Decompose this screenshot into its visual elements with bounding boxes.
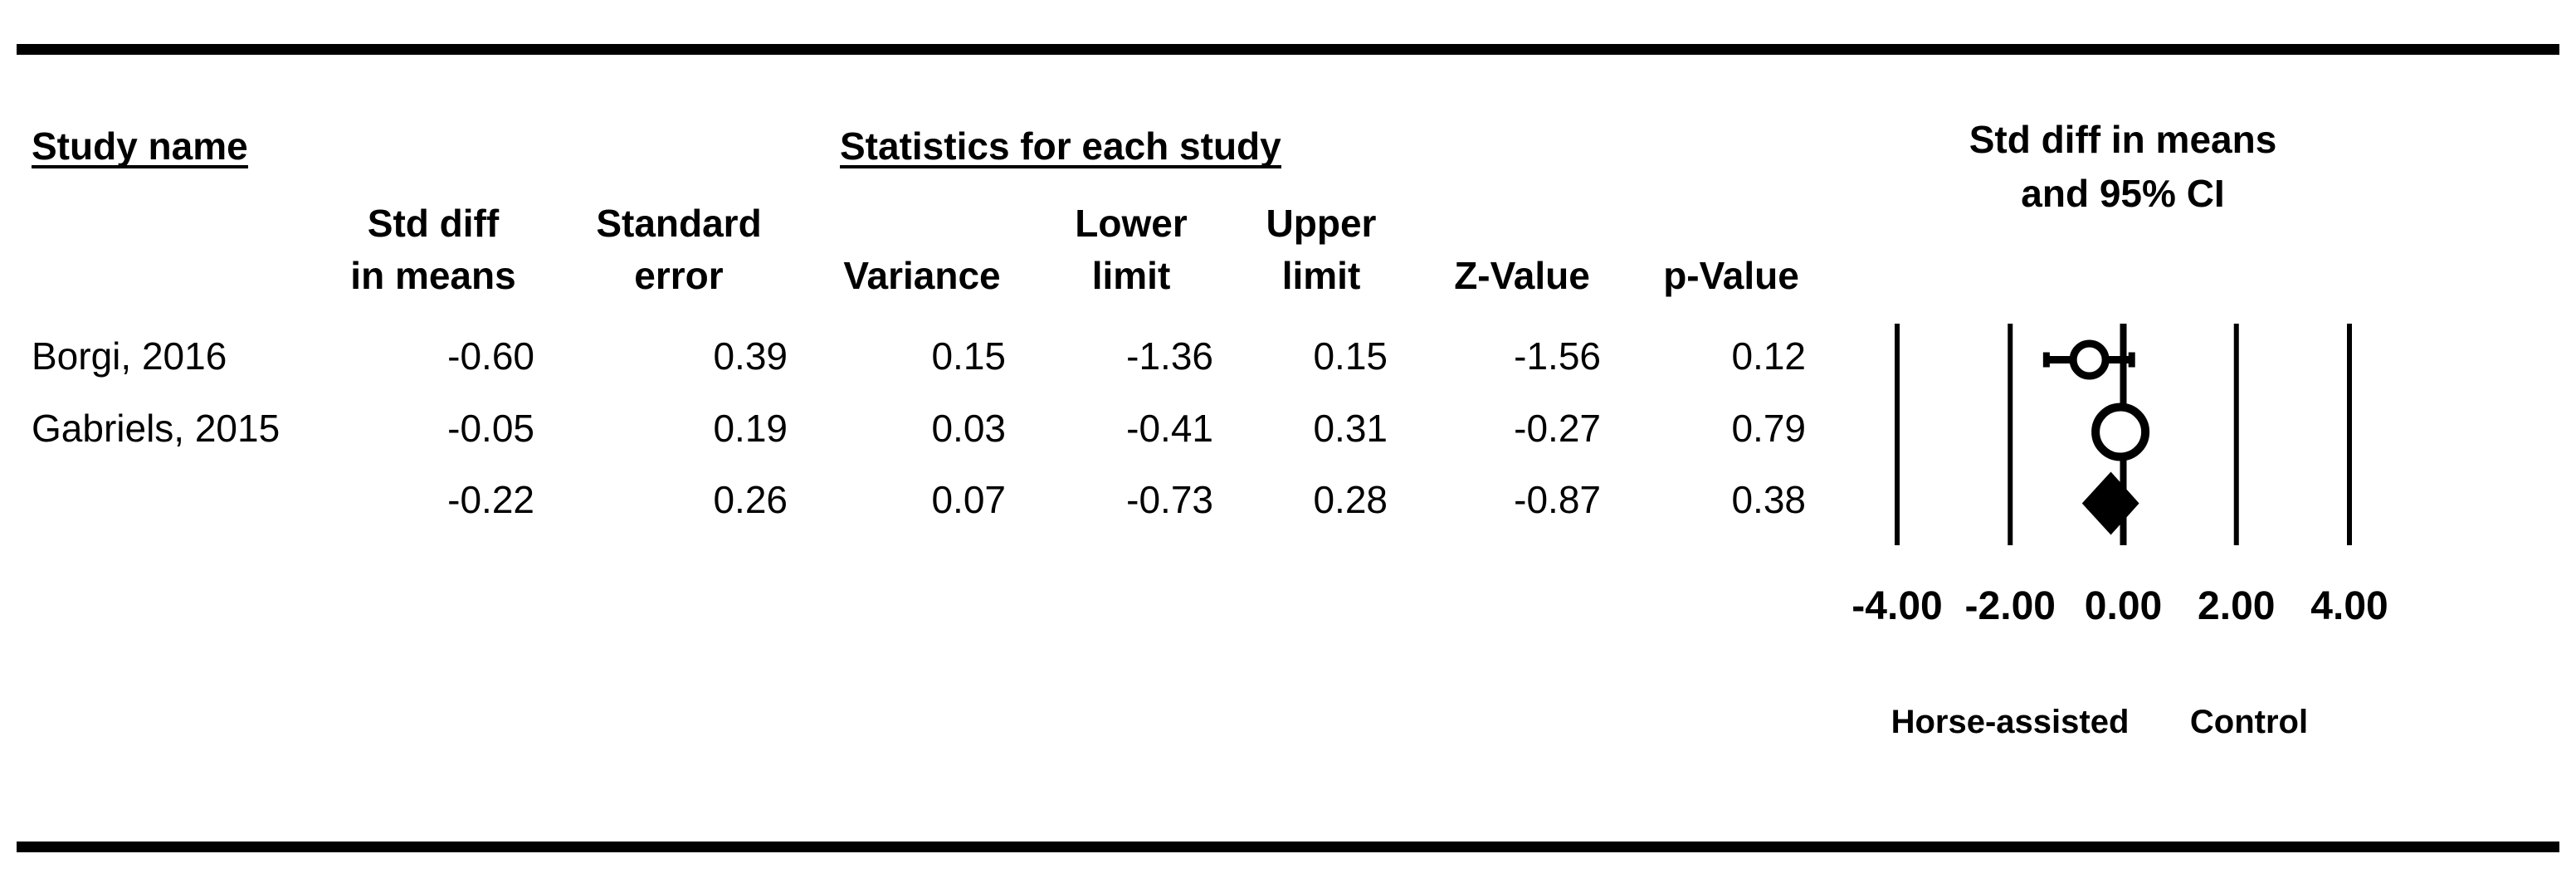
std-diff-cell: -0.60 xyxy=(447,334,534,378)
column-header-standard-error: Standard error xyxy=(596,198,761,302)
column-header-line2: p-Value xyxy=(1663,254,1799,297)
z-value-cell: -0.87 xyxy=(1514,478,1601,521)
std-diff-cell: -0.05 xyxy=(447,407,534,450)
top-rule xyxy=(17,44,2559,55)
column-header-line2: Variance xyxy=(843,254,1001,297)
axis-tick-label: 0.00 xyxy=(2084,584,2163,628)
ci-cap-upper xyxy=(2128,352,2135,368)
z-value-cell: -0.27 xyxy=(1514,407,1601,450)
variance-cell: 0.07 xyxy=(931,478,1006,521)
column-header-lower-limit: Lower limit xyxy=(1075,198,1187,302)
ci-cap-lower xyxy=(2042,352,2050,368)
column-header-line1: Std diff xyxy=(367,202,500,245)
column-header-line2: Z-Value xyxy=(1454,254,1590,297)
std-diff-cell: -0.22 xyxy=(447,478,534,521)
axis-tick-label: 4.00 xyxy=(2310,584,2388,628)
column-header-line2: limit xyxy=(1091,254,1171,297)
upper-limit-cell: 0.15 xyxy=(1313,334,1388,378)
study-name-header: Study name xyxy=(32,124,248,168)
statistics-header: Statistics for each study xyxy=(840,124,1281,168)
table-row-summary: -0.22 0.26 0.07 -0.73 0.28 -0.87 0.38 xyxy=(0,481,2576,519)
axis-tick-label: -2.00 xyxy=(1964,584,2056,628)
p-value-cell: 0.38 xyxy=(1731,478,1806,521)
p-value-cell: 0.12 xyxy=(1731,334,1806,378)
variance-cell: 0.15 xyxy=(931,334,1006,378)
column-header-line1: Standard xyxy=(596,202,762,245)
column-header-line2: in means xyxy=(350,254,516,297)
study-point-circle xyxy=(2091,402,2150,461)
bottom-rule xyxy=(17,842,2559,852)
lower-limit-cell: -0.41 xyxy=(1126,407,1213,450)
column-header-line1: Upper xyxy=(1266,202,1377,245)
favours-right-label: Control xyxy=(2189,704,2309,740)
axis-tick-label: 2.00 xyxy=(2198,584,2276,628)
upper-limit-cell: 0.31 xyxy=(1313,407,1388,450)
table-row: Gabriels, 2015 -0.05 0.19 0.03 -0.41 0.3… xyxy=(0,409,2576,447)
column-header-std-diff-in-means: Std diff in means xyxy=(350,198,515,302)
standard-error-cell: 0.39 xyxy=(713,334,788,378)
study-name-cell: Borgi, 2016 xyxy=(32,334,227,378)
standard-error-cell: 0.26 xyxy=(713,478,788,521)
plot-title: Std diff in means and 95% CI xyxy=(1969,113,2277,221)
column-header-line2: error xyxy=(634,254,724,297)
upper-limit-cell: 0.28 xyxy=(1313,478,1388,521)
plot-title-line2: and 95% CI xyxy=(2021,172,2225,215)
lower-limit-cell: -0.73 xyxy=(1126,478,1213,521)
z-value-cell: -1.56 xyxy=(1514,334,1601,378)
axis-tick-label: -4.00 xyxy=(1852,584,1943,628)
study-name-cell: Gabriels, 2015 xyxy=(32,407,281,450)
column-header-line1: Lower xyxy=(1075,202,1188,245)
lower-limit-cell: -1.36 xyxy=(1126,334,1213,378)
p-value-cell: 0.79 xyxy=(1731,407,1806,450)
column-header-line2: limit xyxy=(1281,254,1361,297)
favours-left-label: Horse-assisted xyxy=(1891,704,2130,740)
column-header-z-value: Z-Value xyxy=(1454,198,1590,302)
study-point-circle xyxy=(2069,339,2110,380)
column-header-upper-limit: Upper limit xyxy=(1266,198,1377,302)
table-row: Borgi, 2016 -0.60 0.39 0.15 -1.36 0.15 -… xyxy=(0,337,2576,375)
standard-error-cell: 0.19 xyxy=(713,407,788,450)
column-header-p-value: p-Value xyxy=(1663,198,1799,302)
summary-diamond xyxy=(2081,471,2139,535)
column-header-variance: Variance xyxy=(843,198,1000,302)
variance-cell: 0.03 xyxy=(931,407,1006,450)
plot-title-line1: Std diff in means xyxy=(1969,118,2277,161)
